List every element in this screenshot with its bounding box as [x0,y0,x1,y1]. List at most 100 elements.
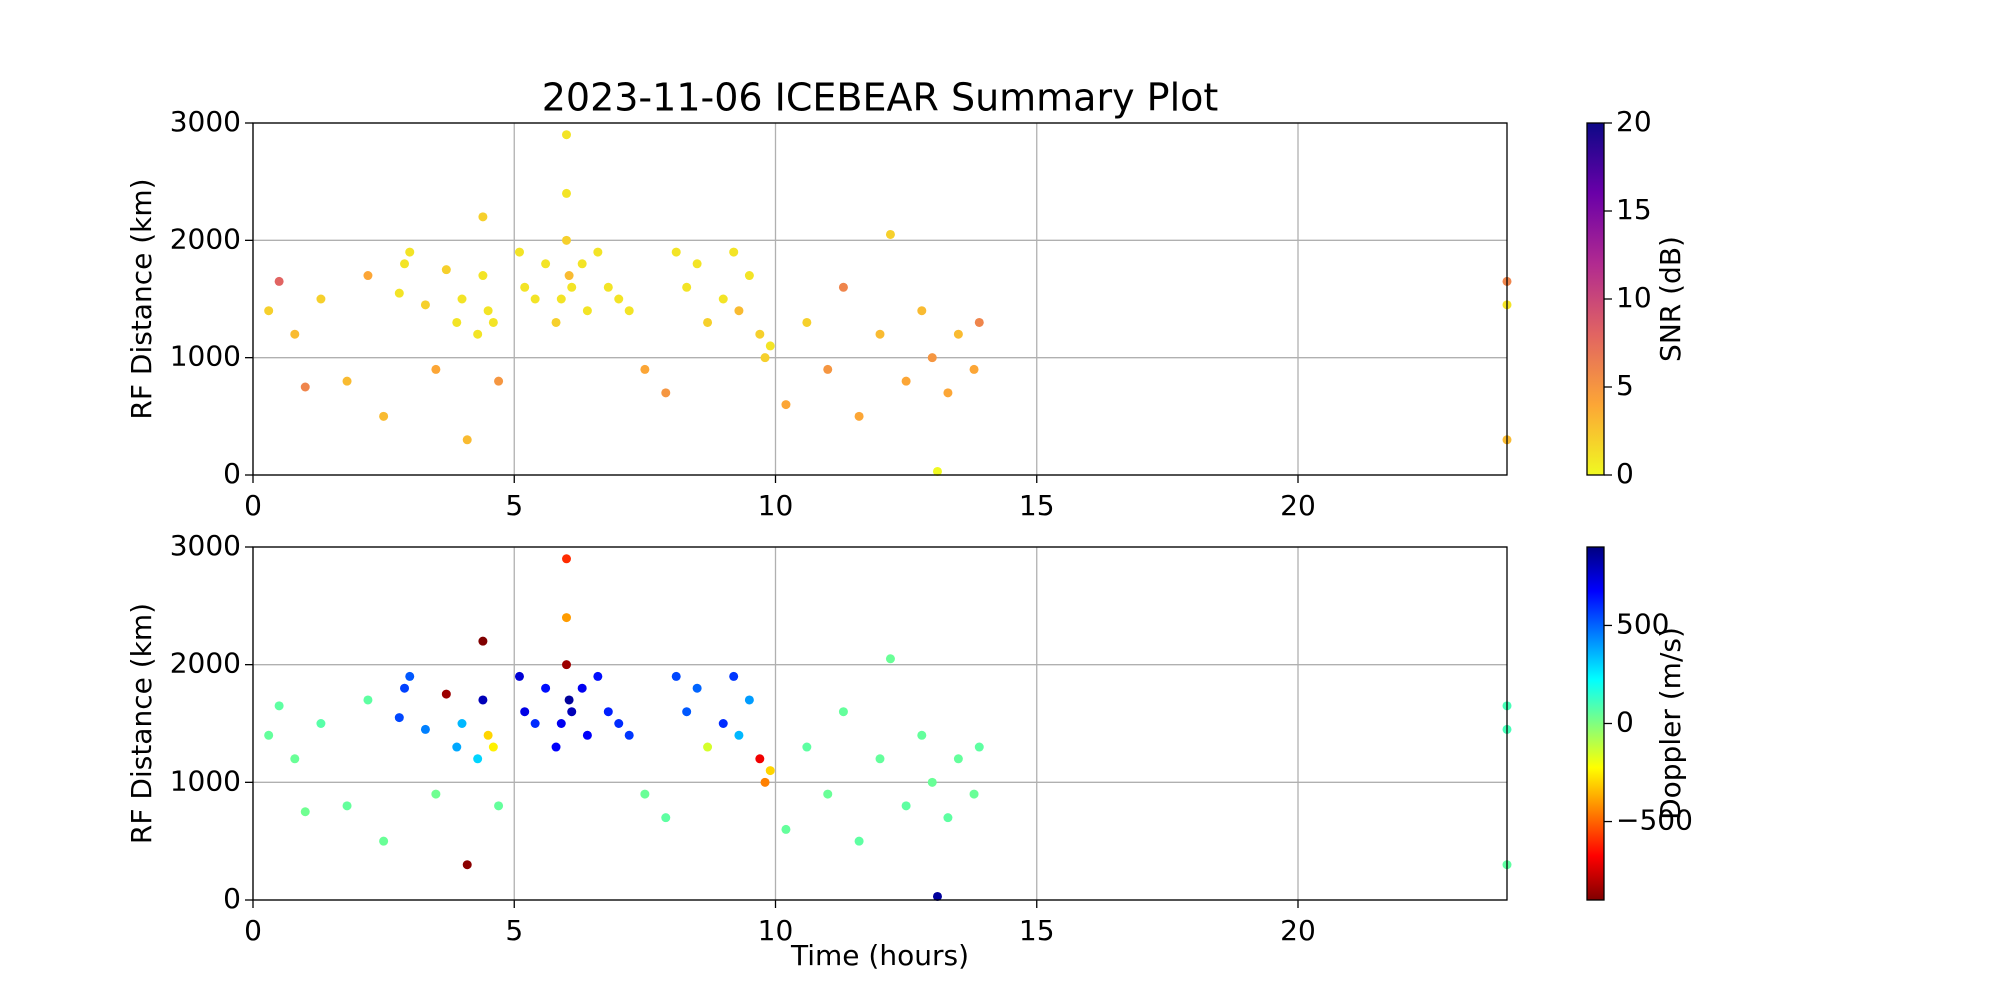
data-point [473,329,483,339]
data-point [577,683,587,693]
y-tick-label: 2000 [170,647,241,680]
data-point [744,695,754,705]
data-point [718,719,728,728]
data-point [300,382,310,392]
data-point [264,306,274,316]
colorbar-tick-label: 15 [1616,193,1652,226]
data-point [530,719,540,728]
data-point [875,329,885,339]
data-point [478,271,488,281]
x-tick-label: 0 [244,489,262,522]
x-tick-label: 10 [758,489,794,522]
data-point [802,742,812,752]
data-point [661,388,671,398]
data-point [943,388,953,398]
data-point [703,742,713,752]
x-tick-label: 15 [1019,914,1055,947]
colorbar-tick-label: 0 [1616,457,1634,490]
data-point [582,730,592,740]
y-axis-label: RF Distance (km) [125,178,158,419]
data-point [593,671,603,681]
data-point [760,777,770,787]
data-point [603,282,613,292]
data-point [901,376,911,386]
data-point [692,259,702,269]
data-point [640,789,650,799]
data-point [969,364,979,374]
data-point [394,713,404,723]
data-point [823,364,833,374]
data-point [885,654,895,664]
colorbar [1586,122,1605,476]
data-point [927,353,937,363]
axes-frame [252,546,1508,901]
data-point [692,683,702,693]
data-point [431,789,441,799]
data-point [562,235,571,245]
data-point [274,701,284,711]
data-point [290,329,300,339]
data-point [734,306,744,316]
colorbar-tick-label: 0 [1616,706,1634,739]
data-point [671,671,681,681]
data-point [290,754,300,764]
data-point [703,317,713,327]
data-point [462,435,472,445]
colorbar [1586,546,1605,901]
data-point [564,271,574,281]
data-point [551,317,561,327]
data-point [974,742,984,752]
data-point [823,789,833,799]
data-point [927,777,937,787]
data-point [734,730,744,740]
data-point [943,813,953,823]
data-point [400,259,410,269]
y-tick-label: 3000 [170,529,241,562]
data-point [755,329,765,339]
colorbar-label: Doppler (m/s) [1654,627,1687,820]
data-point [781,824,791,834]
data-point [854,836,864,846]
data-point [603,707,613,717]
data-point [520,282,530,292]
data-point [562,188,571,198]
x-tick-label: 5 [505,914,523,947]
data-point [932,891,942,901]
data-point [431,364,441,374]
data-point [514,247,524,257]
y-tick-label: 3000 [170,105,241,138]
axes-frame [252,122,1508,476]
data-point [363,271,373,281]
data-point [564,695,574,705]
data-point [765,341,775,351]
data-point [755,754,765,764]
data-point [854,411,864,421]
data-point [551,742,561,752]
data-point [457,294,467,304]
data-point [624,306,634,316]
data-point [394,288,404,298]
data-point [838,707,848,717]
data-point [530,294,540,304]
data-point [729,671,739,681]
data-point [875,754,885,764]
y-tick-label: 1000 [170,340,241,373]
data-point [478,695,488,705]
data-point [541,259,551,269]
y-axis-label: RF Distance (km) [125,603,158,844]
y-tick-label: 2000 [170,222,241,255]
chart-title: 2023-11-06 ICEBEAR Summary Plot [542,76,1219,120]
data-point [562,660,571,670]
x-tick-label: 15 [1019,489,1055,522]
data-point [488,742,498,752]
data-point [264,730,274,740]
colorbar-tick-label: −500 [1616,804,1693,837]
x-tick-label: 10 [758,914,794,947]
x-tick-label: 0 [244,914,262,947]
data-point [718,294,728,304]
data-point [452,742,462,752]
data-point [420,724,430,734]
data-point [379,411,389,421]
